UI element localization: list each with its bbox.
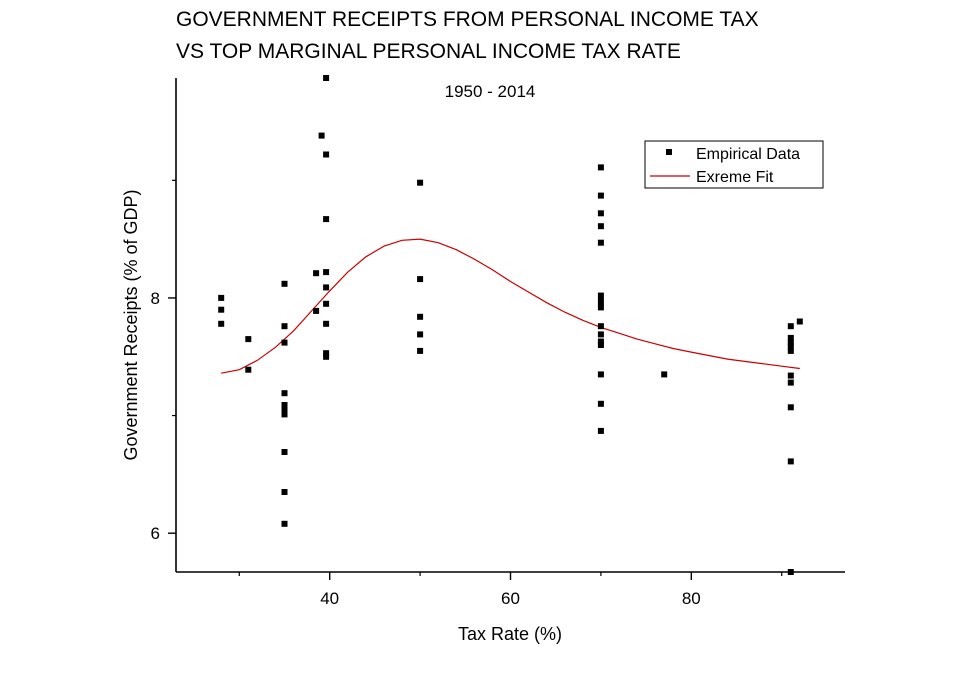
chart-subtitle: 1950 - 2014 xyxy=(445,82,536,101)
data-point xyxy=(787,334,794,341)
data-point xyxy=(323,320,330,327)
data-point xyxy=(787,379,794,386)
data-point xyxy=(281,411,288,418)
data-point xyxy=(245,366,252,373)
data-point xyxy=(218,306,225,313)
legend: Empirical Data Exreme Fit xyxy=(644,140,824,189)
data-point xyxy=(597,304,604,311)
data-point xyxy=(787,339,794,346)
data-point xyxy=(597,164,604,171)
data-point xyxy=(597,342,604,348)
data-point xyxy=(417,313,424,320)
data-point xyxy=(323,151,330,158)
legend-label-empirical: Empirical Data xyxy=(696,146,800,163)
chart-title-line-1: GOVERNMENT RECEIPTS FROM PERSONAL INCOME… xyxy=(176,8,759,31)
data-point xyxy=(597,210,604,217)
data-point xyxy=(417,276,424,283)
data-point xyxy=(323,269,330,276)
y-tick-label: 8 xyxy=(151,289,160,308)
data-point xyxy=(417,331,424,338)
fit-series xyxy=(221,238,800,374)
data-point xyxy=(417,179,424,186)
data-point xyxy=(281,390,288,397)
data-point xyxy=(245,336,252,343)
data-point xyxy=(281,405,288,412)
x-ticks: 40 60 80 xyxy=(238,572,783,608)
data-point xyxy=(323,75,330,81)
data-point xyxy=(281,323,288,330)
data-point xyxy=(281,339,288,346)
data-point xyxy=(218,320,225,327)
fit-curve xyxy=(221,238,800,374)
data-point xyxy=(597,400,604,407)
data-point xyxy=(597,239,604,246)
data-point xyxy=(796,318,803,325)
y-ticks: 68 xyxy=(151,179,176,543)
data-point xyxy=(597,223,604,230)
data-point xyxy=(787,372,794,379)
data-point xyxy=(323,353,330,360)
data-point xyxy=(281,280,288,287)
data-point xyxy=(323,284,330,291)
legend-box xyxy=(644,140,824,189)
data-point xyxy=(281,402,288,408)
empirical-data-series xyxy=(218,75,803,575)
y-axis-label: Government Receipts (% of GDP) xyxy=(121,189,141,460)
data-point xyxy=(597,371,604,378)
data-point xyxy=(218,294,225,301)
data-point xyxy=(597,292,604,299)
x-axis-label: Tax Rate (%) xyxy=(458,624,562,644)
data-point xyxy=(323,300,330,307)
data-point xyxy=(281,489,288,495)
data-point xyxy=(661,371,668,378)
data-point xyxy=(597,338,604,345)
data-point xyxy=(281,520,288,527)
data-point xyxy=(597,323,604,330)
data-point xyxy=(313,307,320,314)
data-point xyxy=(787,404,794,411)
x-tick-label: 60 xyxy=(501,589,520,608)
data-point xyxy=(597,298,604,305)
data-point xyxy=(323,350,330,357)
x-tick-label: 40 xyxy=(320,589,339,608)
data-point xyxy=(281,449,288,455)
data-point xyxy=(313,270,320,277)
data-point xyxy=(787,458,794,465)
x-tick-label: 80 xyxy=(682,589,701,608)
legend-marker-empirical xyxy=(666,149,672,155)
data-point xyxy=(597,192,604,199)
chart-title-line-2: VS TOP MARGINAL PERSONAL INCOME TAX RATE xyxy=(176,40,681,63)
data-point xyxy=(323,216,330,223)
data-point xyxy=(597,331,604,338)
data-point xyxy=(417,347,424,354)
data-point xyxy=(787,323,794,330)
data-point xyxy=(787,343,794,350)
legend-label-fit: Exreme Fit xyxy=(696,169,774,186)
data-point xyxy=(318,132,325,139)
data-point xyxy=(597,427,604,434)
y-tick-label: 6 xyxy=(151,524,160,543)
data-point xyxy=(787,569,794,575)
data-point xyxy=(787,347,794,354)
